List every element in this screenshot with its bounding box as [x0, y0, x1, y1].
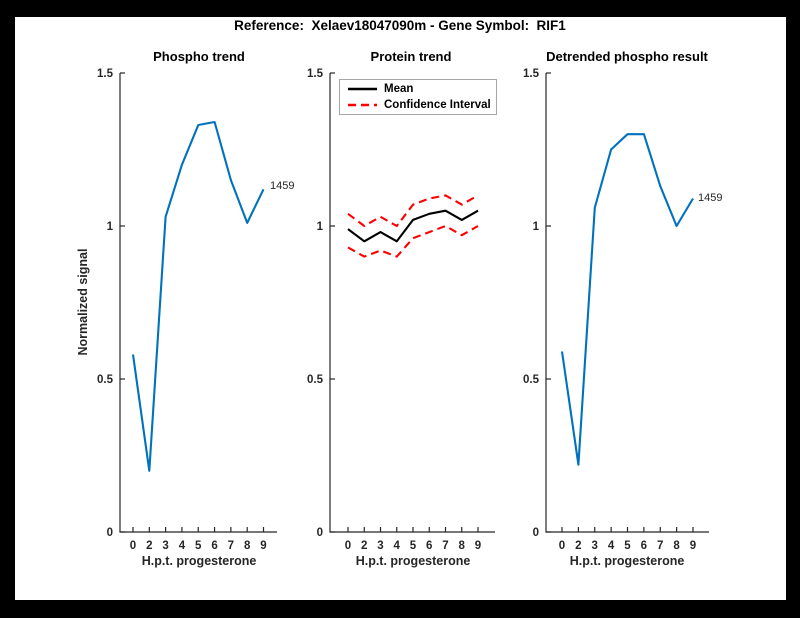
y-tick-label: 1.5 — [97, 68, 114, 80]
y-tick-label: 0 — [533, 527, 539, 539]
y-tick-label: 0 — [317, 527, 323, 539]
series-line-mean — [347, 209, 479, 243]
figure-title: Reference: Xelaev18047090m - Gene Symbol… — [234, 18, 566, 33]
x-axis-label-phospho: H.p.t. progesterone — [141, 554, 257, 568]
x-tick-label: 3 — [162, 540, 168, 552]
x-tick-label: 2 — [575, 540, 581, 552]
subplot-title-phospho: Phospho trend — [153, 49, 245, 64]
x-tick-label: 9 — [690, 540, 696, 552]
y-tick-label: 0.5 — [307, 374, 324, 386]
legend-label-confidence-interval: Confidence Interval — [384, 99, 491, 111]
y-tick-label: 1 — [533, 221, 540, 233]
series-end-label-phospho: 1459 — [270, 180, 295, 192]
x-tick-label: 3 — [377, 540, 383, 552]
y-tick-label: 0.5 — [523, 374, 540, 386]
x-tick-label: 9 — [475, 540, 481, 552]
x-tick-label: 4 — [608, 540, 615, 552]
series-line-1459-phospho-signal — [131, 120, 265, 472]
x-tick-label: 8 — [244, 540, 251, 552]
x-tick-label: 5 — [624, 540, 631, 552]
axis-spine — [545, 73, 709, 533]
legend-item-mean: Mean — [340, 81, 496, 97]
x-tick-label: 6 — [211, 540, 217, 552]
x-tick-label: 0 — [130, 540, 136, 552]
series-line-1459-detrended-phospho — [560, 133, 694, 466]
x-tick-label: 0 — [345, 540, 351, 552]
series-line-confidence-interval-lower — [347, 224, 479, 258]
y-tick-label: 0.5 — [97, 374, 114, 386]
y-tick-label: 1.5 — [523, 68, 540, 80]
axis-spine — [119, 73, 277, 533]
y-tick-label: 1 — [317, 221, 324, 233]
x-tick-label: 6 — [426, 540, 432, 552]
x-tick-label: 4 — [179, 540, 186, 552]
x-tick-label: 7 — [657, 540, 663, 552]
y-tick-label: 1 — [107, 221, 114, 233]
x-axis-label-detrended: H.p.t. progesterone — [569, 554, 685, 568]
x-tick-label: 8 — [673, 540, 680, 552]
y-tick-label: 1.5 — [307, 68, 324, 80]
x-tick-label: 3 — [592, 540, 598, 552]
x-tick-label: 7 — [442, 540, 448, 552]
x-tick-label: 8 — [459, 540, 466, 552]
subplot-title-protein: Protein trend — [370, 49, 452, 64]
legend: Mean Confidence Interval — [339, 79, 497, 115]
dashed-line-swatch-icon — [348, 103, 377, 107]
series-line-confidence-interval-upper — [347, 194, 479, 228]
mean-line-swatch-icon — [348, 87, 377, 91]
x-tick-label: 7 — [228, 540, 234, 552]
legend-label-mean: Mean — [384, 83, 414, 95]
x-tick-label: 5 — [410, 540, 417, 552]
axis-spine — [329, 73, 495, 533]
x-tick-label: 5 — [195, 540, 202, 552]
x-axis-label-protein: H.p.t. progesterone — [355, 554, 471, 568]
y-axis-label: Normalized signal — [76, 248, 90, 356]
x-tick-label: 9 — [260, 540, 266, 552]
x-tick-label: 0 — [559, 540, 565, 552]
subplot-title-detrended: Detrended phospho result — [546, 49, 708, 64]
x-tick-label: 4 — [394, 540, 401, 552]
x-tick-label: 6 — [641, 540, 647, 552]
y-tick-label: 0 — [107, 527, 113, 539]
legend-item-confidence-interval: Confidence Interval — [340, 97, 496, 113]
series-end-label-detrended: 1459 — [698, 192, 723, 204]
x-tick-label: 2 — [146, 540, 152, 552]
x-tick-label: 2 — [361, 540, 367, 552]
